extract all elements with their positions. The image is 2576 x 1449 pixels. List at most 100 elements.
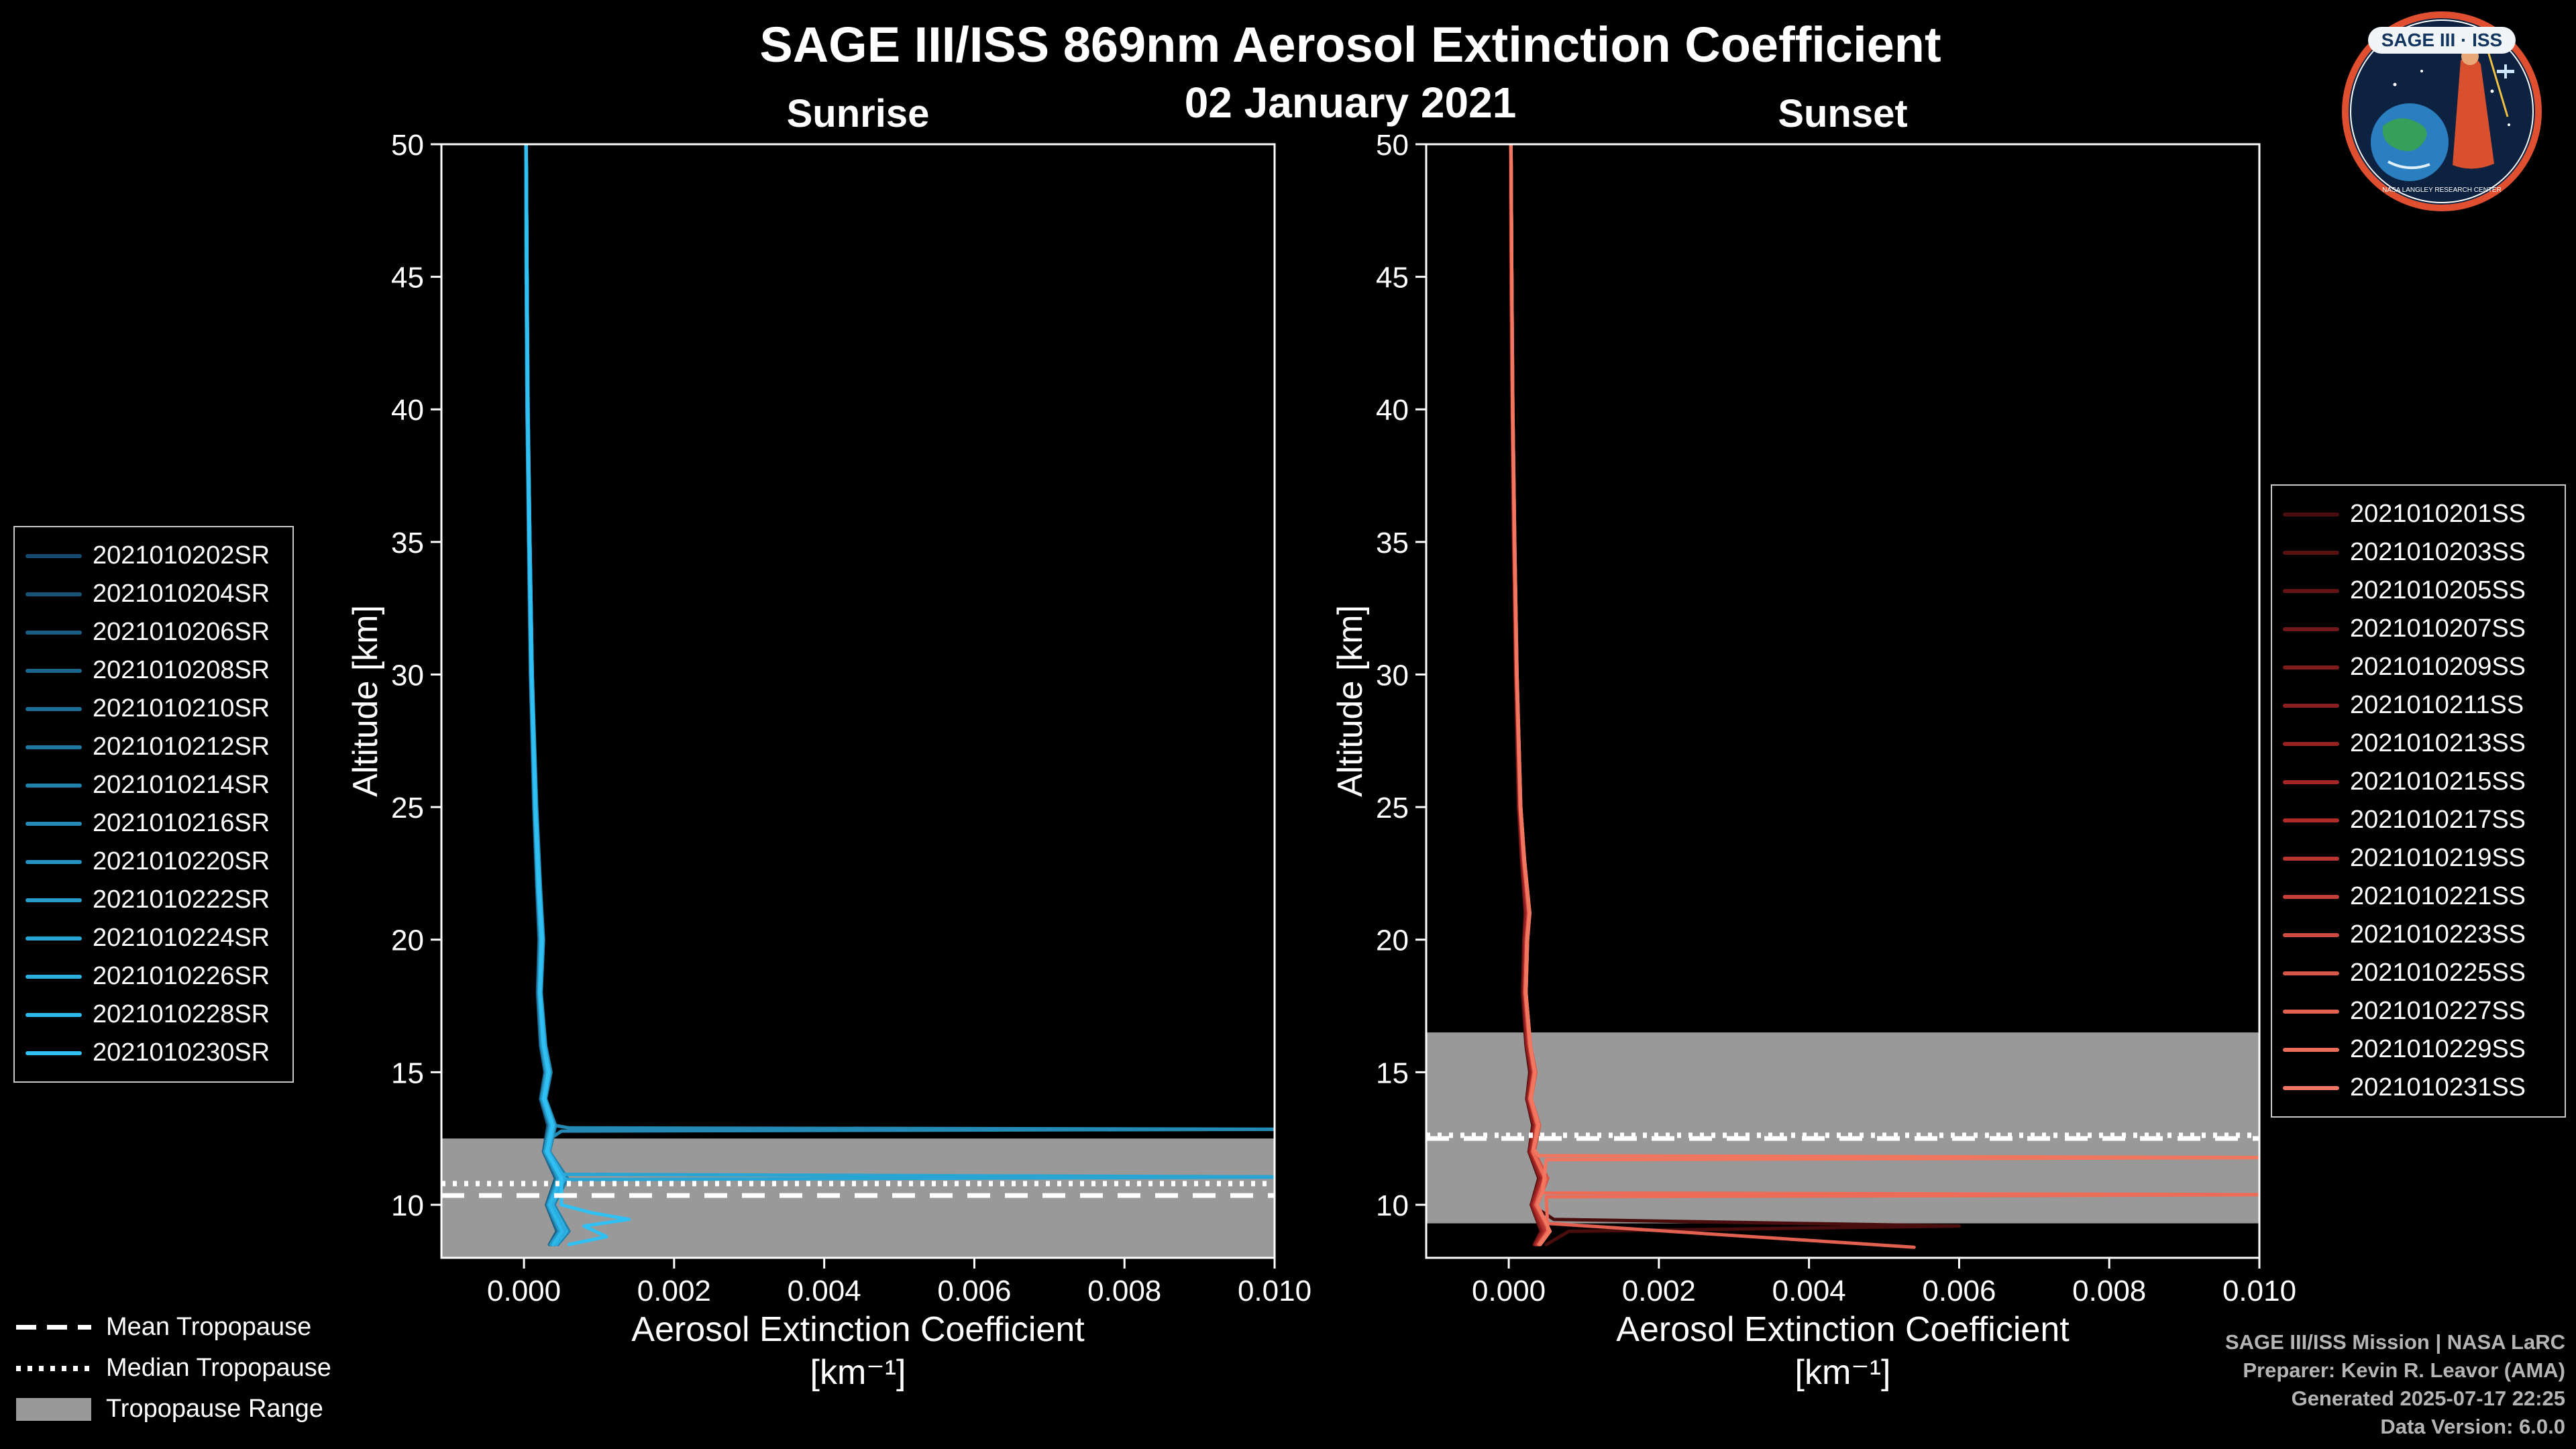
legend-item: 2021010214SR	[25, 766, 282, 804]
y-tick-label: 15	[1376, 1057, 1409, 1089]
x-axis-label-units: [km⁻¹]	[1794, 1353, 1891, 1392]
y-tick-label: 50	[1376, 129, 1409, 162]
x-tick-label: 0.010	[2222, 1275, 2296, 1307]
legend-line-swatch	[25, 974, 82, 979]
legend-label: 2021010210SR	[93, 694, 270, 722]
legend-item: 2021010216SR	[25, 804, 282, 843]
dotted-line-swatch	[16, 1365, 91, 1371]
y-axis-label-sunset: Altitude [km]	[1331, 604, 1370, 798]
legend-line-swatch	[2283, 894, 2339, 899]
legend-item: 2021010227SS	[2283, 992, 2554, 1030]
legend-label: 2021010211SS	[2350, 691, 2524, 719]
legend-label: 2021010217SS	[2350, 806, 2526, 834]
legend-line-swatch	[2283, 932, 2339, 937]
tropopause-legend-label: Tropopause Range	[106, 1395, 323, 1423]
legend-line-swatch	[2283, 1085, 2339, 1090]
legend-line-swatch	[25, 1051, 82, 1055]
legend-label: 2021010220SR	[93, 847, 270, 875]
y-tick-label: 30	[1376, 659, 1409, 692]
sunset-plot-area	[1426, 144, 2259, 1249]
tropopause-legend-item: Mean Tropopause	[16, 1307, 331, 1348]
y-tick-label: 45	[391, 262, 424, 294]
legend-item: 2021010210SR	[25, 690, 282, 728]
legend-label: 2021010223SS	[2350, 920, 2526, 949]
profile-2021010230SR	[524, 144, 631, 1246]
legend-item: 2021010208SR	[25, 651, 282, 690]
legend-label: 2021010219SS	[2350, 844, 2526, 872]
footer-mission: SAGE III/ISS Mission | NASA LaRC	[2224, 1330, 2565, 1354]
legend-line-swatch	[25, 783, 82, 788]
figure-date: 02 January 2021	[1184, 78, 1517, 127]
logo-iss-icon	[2497, 64, 2514, 78]
x-tick-label: 0.006	[937, 1275, 1011, 1307]
x-axis-label-line1: Aerosol Extinction Coefficient	[1616, 1310, 2070, 1349]
legend-item: 2021010222SR	[25, 881, 282, 919]
legend-item: 2021010202SR	[25, 537, 282, 575]
legend-label: 2021010212SR	[93, 733, 270, 761]
profile-2021010224SR	[524, 144, 1275, 1246]
y-tick-label: 25	[1376, 792, 1409, 824]
y-tick-label: 40	[1376, 394, 1409, 427]
logo-figure	[2453, 57, 2494, 169]
legend-item: 2021010231SS	[2283, 1069, 2554, 1107]
legend-line-swatch	[2283, 1047, 2339, 1052]
x-tick-label: 0.004	[1772, 1275, 1846, 1307]
y-tick-label: 15	[391, 1057, 424, 1089]
legend-item: 2021010223SS	[2283, 916, 2554, 954]
legend-line-swatch	[2283, 550, 2339, 555]
sunset-panel-title: Sunset	[1778, 92, 1908, 136]
y-axis-label-sunrise: Altitude [km]	[346, 604, 385, 798]
y-tick-label: 20	[1376, 924, 1409, 957]
legend-line-swatch	[25, 592, 82, 596]
legend-line-swatch	[2283, 627, 2339, 631]
y-tick-label: 20	[391, 924, 424, 957]
figure-title: SAGE III/ISS 869nm Aerosol Extinction Co…	[759, 17, 1941, 72]
legend-label: 2021010228SR	[93, 1000, 270, 1028]
x-axis-label-sunset: Aerosol Extinction Coefficient [km⁻¹]	[1426, 1308, 2259, 1394]
legend-label: 2021010201SS	[2350, 500, 2526, 528]
legend-line-swatch	[25, 821, 82, 826]
legend-line-swatch	[25, 936, 82, 941]
legend-item: 2021010226SR	[25, 957, 282, 996]
legend-label: 2021010215SS	[2350, 767, 2526, 796]
legend-label: 2021010222SR	[93, 885, 270, 914]
legend-line-swatch	[25, 898, 82, 902]
plot-frame	[440, 143, 1276, 1259]
legend-line-swatch	[25, 745, 82, 749]
legend-line-swatch	[25, 859, 82, 864]
x-axis-label-units: [km⁻¹]	[810, 1353, 906, 1392]
legend-label: 2021010214SR	[93, 771, 270, 799]
legend-label: 2021010227SS	[2350, 997, 2526, 1025]
tropopause-legend: Mean Tropopause Median Tropopause Tropopau…	[16, 1307, 331, 1430]
legend-item: 2021010213SS	[2283, 724, 2554, 763]
y-tick-label: 35	[391, 527, 424, 559]
legend-line-swatch	[25, 706, 82, 711]
legend-line-swatch	[25, 668, 82, 673]
profile-2021010231SS	[1509, 144, 2259, 1246]
sunrise-legend: 2021010202SR 2021010204SR 2021010206SR 2021…	[13, 526, 294, 1083]
legend-label: 2021010225SS	[2350, 959, 2526, 987]
legend-item: 2021010220SR	[25, 843, 282, 881]
legend-line-swatch	[25, 1012, 82, 1017]
legend-item: 2021010228SR	[25, 996, 282, 1034]
x-tick-label: 0.002	[1622, 1275, 1696, 1307]
legend-item: 2021010225SS	[2283, 954, 2554, 992]
y-tick-label: 25	[391, 792, 424, 824]
legend-label: 2021010224SR	[93, 924, 270, 952]
y-tick-label: 10	[1376, 1189, 1409, 1222]
legend-label: 2021010203SS	[2350, 538, 2526, 566]
legend-item: 2021010201SS	[2283, 495, 2554, 533]
y-tick-label: 40	[391, 394, 424, 427]
x-tick-label: 0.002	[637, 1275, 711, 1307]
legend-line-swatch	[2283, 703, 2339, 708]
legend-item: 2021010215SS	[2283, 763, 2554, 801]
x-tick-label: 0.006	[1922, 1275, 1996, 1307]
legend-label: 2021010226SR	[93, 962, 270, 990]
y-tick-label: 35	[1376, 527, 1409, 559]
legend-item: 2021010205SS	[2283, 572, 2554, 610]
legend-item: 2021010229SS	[2283, 1030, 2554, 1069]
legend-item: 2021010204SR	[25, 575, 282, 613]
footer-credits: SAGE III/ISS Mission | NASA LaRC Prepare…	[2225, 1328, 2565, 1441]
x-tick-label: 0.008	[1087, 1275, 1161, 1307]
legend-label: 2021010221SS	[2350, 882, 2526, 910]
